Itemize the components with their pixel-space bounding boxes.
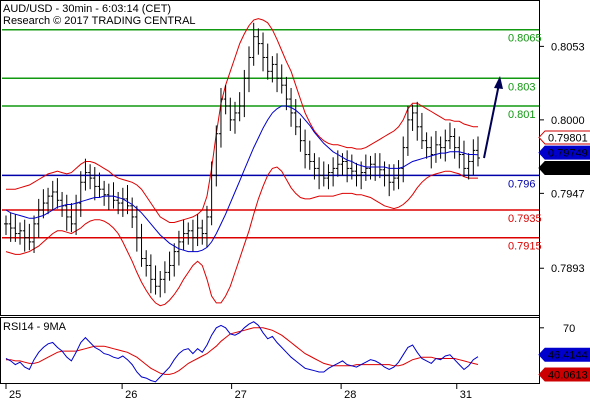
price-tags: 0.79801 0.79749 0.79725 46.4144 40.0613	[538, 130, 590, 382]
rsi-lines	[5, 321, 479, 383]
price-axis-label: 0.8000	[551, 115, 585, 127]
bollinger-lower-line	[5, 166, 478, 307]
level-label: 0.796	[508, 178, 536, 190]
rsi-tag-label: 46.4144	[548, 350, 588, 362]
forecast-arrow-icon	[483, 76, 503, 159]
level-label: 0.8065	[508, 33, 542, 45]
price-tag-label: 0.79749	[548, 148, 588, 160]
time-axis-label: 28	[344, 389, 356, 400]
moving-average	[5, 105, 479, 253]
price-axis-label: 0.7893	[551, 263, 585, 275]
rsi-tag-box	[538, 367, 590, 382]
price-tag-label: 0.79725	[548, 163, 588, 175]
level-label: 0.7935	[508, 213, 542, 225]
axes: 0.8053 0.8000 0.7947 0.7893 70 25 26 27 28 31	[5, 41, 585, 400]
level-label: 0.801	[508, 109, 536, 121]
price-tag-box	[538, 145, 590, 160]
symbol-title: AUD/USD - 30min - 6:03:14 (CET)	[3, 3, 171, 15]
price-axis-label: 0.7947	[551, 188, 585, 200]
price-bars	[4, 22, 480, 298]
rsi-tag-box	[538, 347, 590, 362]
price-axis-label: 0.8053	[551, 41, 585, 53]
level-label: 0.7915	[508, 241, 542, 253]
rsi-title: RSI14 - 9MA	[3, 321, 67, 333]
rsi-axis-label: 70	[563, 323, 575, 335]
price-tag-box	[538, 130, 590, 145]
price-tag-box	[538, 161, 590, 175]
time-axis-label: 27	[235, 389, 247, 400]
rsi-tag-label: 40.0613	[548, 370, 588, 382]
time-axis-label: 26	[125, 389, 137, 400]
moving-average-line	[5, 105, 479, 253]
price-tag-label: 0.79801	[548, 132, 588, 144]
level-label: 0.803	[508, 81, 536, 93]
rsi-panel-frame	[0, 317, 540, 384]
time-axis-label: 25	[9, 389, 21, 400]
time-axis-label: 31	[460, 389, 472, 400]
bollinger-upper-line	[6, 18, 478, 223]
credit-line: Research © 2017 TRADING CENTRAL	[3, 15, 196, 27]
levels-layer: 0.8065 0.803 0.801 0.796 0.7935 0.7915	[2, 28, 542, 253]
rsi-line	[5, 321, 479, 383]
bollinger-bands	[5, 18, 478, 307]
price-panel-frame	[0, 0, 540, 316]
